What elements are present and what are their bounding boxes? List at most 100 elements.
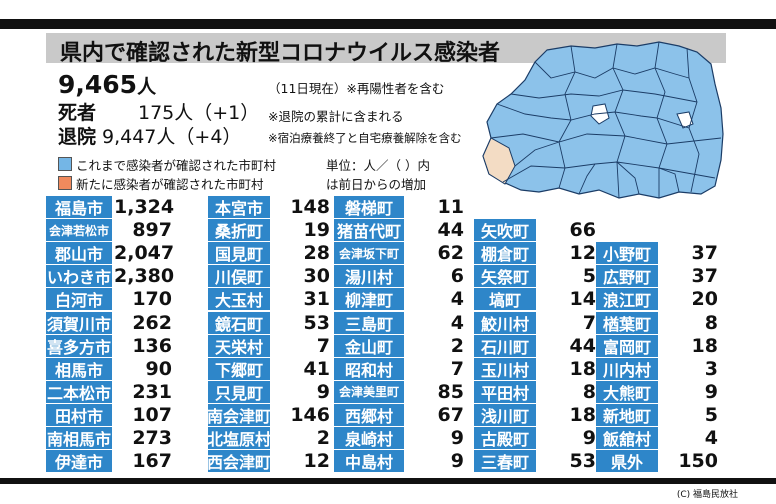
municipality-label: 天栄村: [208, 334, 270, 357]
municipality-label: 相馬市: [46, 357, 112, 380]
legend-swatch-new: [58, 176, 72, 190]
municipality-count: 37: [691, 242, 718, 265]
municipality-count: 18: [569, 357, 596, 380]
municipality-label: いわき市: [46, 265, 112, 288]
fukushima-map: [482, 41, 724, 199]
page-title: 県内で確認された新型コロナウイルス感染者: [60, 41, 501, 66]
total-infected-value: 9,465: [58, 70, 138, 99]
municipality-count: 7: [582, 311, 596, 334]
map-borders: [490, 41, 722, 199]
municipality-count: 9: [704, 380, 718, 403]
municipality-count: 8: [704, 311, 718, 334]
municipality-count: 11: [437, 196, 464, 218]
municipality-count: 62: [437, 242, 464, 265]
municipality-label: 新地町: [596, 403, 658, 426]
municipality-count: 2: [450, 334, 464, 357]
municipality-count: 90: [145, 357, 172, 380]
municipality-count: 12: [303, 450, 330, 473]
municipality-count: 41: [303, 357, 330, 380]
municipality-label: 川内村: [596, 357, 658, 380]
municipality-count: 28: [303, 242, 330, 265]
municipality-count: 4: [704, 427, 718, 449]
map-white-area-2: [676, 111, 694, 129]
municipality-label: 国見町: [208, 242, 270, 265]
municipality-count: 4: [450, 311, 464, 334]
municipality-label: 県外: [596, 450, 658, 473]
municipality-label: 中島村: [334, 450, 404, 473]
municipality-count: 1,324: [114, 196, 175, 218]
legend-swatch-confirmed: [58, 157, 72, 171]
municipality-count: 53: [569, 450, 596, 473]
municipality-count: 4: [450, 288, 464, 311]
municipality-label: 本宮市: [208, 196, 270, 218]
municipality-count: 7: [450, 357, 464, 380]
municipality-label: 平田村: [474, 380, 536, 403]
municipality-label: 磐梯町: [334, 196, 404, 218]
municipality-label: 柳津町: [334, 288, 404, 311]
municipality-label: 石川町: [474, 334, 536, 357]
municipality-count: 31: [303, 288, 330, 311]
municipality-count: 3: [704, 357, 718, 380]
municipality-label: 猪苗代町: [334, 219, 404, 242]
municipality-count: 262: [132, 311, 172, 334]
municipality-count: 150: [678, 450, 718, 473]
municipality-label: 二本松市: [46, 380, 112, 403]
municipality-label: 川俣町: [208, 265, 270, 288]
note-date-text: （11日現在）: [268, 81, 347, 96]
note-lodging: ※宿泊療養終了と自宅療養解除を含む: [268, 131, 462, 145]
municipality-count: 85: [437, 380, 464, 403]
bottom-border: [0, 478, 776, 484]
municipality-count: 37: [691, 265, 718, 288]
municipality-count: 9: [582, 427, 596, 449]
municipality-count: 14: [569, 288, 596, 311]
municipality-label: 伊達市: [46, 450, 112, 473]
municipality-count: 9: [450, 427, 464, 449]
deaths-value: 175人（+1）: [138, 102, 260, 124]
recovered-value: 9,447人（+4）: [102, 126, 242, 148]
municipality-label: 福島市: [46, 196, 112, 218]
municipality-label: 広野町: [596, 265, 658, 288]
municipality-count: 2,380: [114, 265, 175, 288]
municipality-count: 44: [569, 334, 596, 357]
municipality-count: 9: [450, 450, 464, 473]
municipality-label: 矢祭町: [474, 265, 536, 288]
legend-confirmed: これまで感染者が確認された市町村: [76, 158, 277, 173]
municipality-label: 泉崎村: [334, 427, 404, 449]
unit-note-line2: は前日からの増加: [326, 177, 427, 192]
deaths-label: 死者: [58, 102, 97, 124]
total-infected-unit: 人: [137, 76, 157, 98]
municipality-count: 6: [450, 265, 464, 288]
municipality-label: 昭和村: [334, 357, 404, 380]
municipality-count: 2: [316, 427, 330, 449]
municipality-label: 大熊町: [596, 380, 658, 403]
municipality-count: 18: [691, 334, 718, 357]
municipality-label: 玉川村: [474, 357, 536, 380]
map-white-area-1: [590, 103, 610, 125]
municipality-count: 136: [132, 334, 172, 357]
municipality-count: 67: [437, 403, 464, 426]
municipality-count: 146: [290, 403, 330, 426]
municipality-label: 郡山市: [46, 242, 112, 265]
municipality-count: 231: [132, 380, 172, 403]
municipality-count: 5: [704, 403, 718, 426]
municipality-label: 楢葉町: [596, 311, 658, 334]
municipality-label: 棚倉町: [474, 242, 536, 265]
municipality-label: 小野町: [596, 242, 658, 265]
municipality-count: 66: [569, 219, 596, 242]
municipality-label: 古殿町: [474, 427, 536, 449]
legend-new: 新たに感染者が確認された市町村: [76, 177, 264, 192]
municipality-label: 北塩原村: [208, 427, 270, 449]
municipality-label: 田村市: [46, 403, 112, 426]
municipality-count: 53: [303, 311, 330, 334]
municipality-label: 西郷村: [334, 403, 404, 426]
municipality-label: 湯川村: [334, 265, 404, 288]
note-cumulative: ※退院の累計に含まれる: [268, 109, 404, 124]
municipality-count: 18: [569, 403, 596, 426]
municipality-label: 須賀川市: [46, 311, 112, 334]
municipality-count: 148: [290, 196, 330, 218]
municipality-count: 5: [582, 265, 596, 288]
municipality-count: 273: [132, 427, 172, 449]
credit: (C) 福島民放社: [676, 490, 738, 500]
municipality-label: 会津若松市: [46, 219, 112, 242]
municipality-label: 浪江町: [596, 288, 658, 311]
